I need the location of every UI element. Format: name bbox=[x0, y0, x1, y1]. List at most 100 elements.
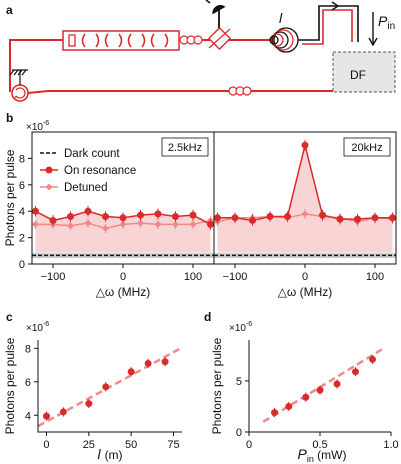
legend-dark-count: Dark count bbox=[64, 148, 120, 160]
y-tick-label: 5 bbox=[236, 376, 242, 388]
on-resonance-point bbox=[389, 214, 396, 222]
panel-label-b: b bbox=[6, 111, 13, 125]
schematic: a bbox=[6, 0, 396, 102]
on-resonance-point bbox=[84, 207, 92, 215]
axes bbox=[37, 340, 182, 433]
on-resonance-point bbox=[172, 212, 179, 220]
resonator-cavities bbox=[81, 33, 169, 48]
on-resonance-point bbox=[32, 207, 39, 215]
x-tick-label: 75 bbox=[167, 439, 179, 451]
y-axis-label: Photons per pulse bbox=[3, 149, 17, 246]
panel-label-d: d bbox=[204, 310, 211, 324]
x-tick-label: 25 bbox=[83, 439, 95, 451]
x-tick-label: 0 bbox=[302, 271, 308, 283]
x-axis-unit: (mW) bbox=[314, 448, 347, 462]
x-tick-label: −100 bbox=[41, 271, 66, 283]
fit-line bbox=[37, 346, 183, 428]
x-tick-label: 1.0 bbox=[383, 439, 398, 451]
detuned-point bbox=[119, 220, 127, 228]
detuned-point bbox=[154, 220, 162, 228]
y-tick-label: 4 bbox=[19, 206, 25, 218]
panel-label-c: c bbox=[6, 310, 13, 324]
y-tick-label: 4 bbox=[25, 410, 31, 422]
on-resonance-point bbox=[284, 212, 291, 220]
data-point bbox=[85, 400, 93, 408]
legend: Dark count On resonance Detuned bbox=[40, 148, 136, 194]
on-resonance-point bbox=[207, 220, 214, 228]
data-point bbox=[161, 358, 169, 366]
on-resonance-point bbox=[301, 141, 309, 149]
fit-line bbox=[262, 347, 385, 423]
data-point bbox=[102, 383, 110, 391]
detuned-point bbox=[84, 219, 92, 227]
arrow-icon bbox=[331, 1, 339, 11]
data-point bbox=[144, 359, 152, 367]
x-tick-label: 0.5 bbox=[312, 439, 327, 451]
on-resonance-point bbox=[266, 212, 274, 220]
data-point bbox=[127, 368, 135, 376]
x-tick-label: −100 bbox=[223, 271, 248, 283]
on-resonance-point bbox=[336, 215, 344, 223]
legend-on-resonance: On resonance bbox=[64, 165, 136, 177]
x-tick-label: 100 bbox=[184, 271, 202, 283]
x-axis-subscript: in bbox=[307, 454, 314, 464]
chart-d: 0 0.5 1.0 0 5 Photons per pulse Pin (mW) bbox=[210, 337, 399, 464]
on-resonance-point bbox=[354, 215, 361, 223]
data-point bbox=[352, 368, 359, 376]
legend-on-resonance-marker bbox=[45, 166, 53, 174]
data-point bbox=[302, 393, 310, 401]
detuned-point bbox=[102, 224, 109, 232]
x-axis-label: Pin (mW) bbox=[297, 446, 346, 464]
d-multiplier: ×10-6 bbox=[229, 321, 252, 334]
df-box bbox=[332, 51, 396, 93]
circulator-icon bbox=[11, 84, 29, 102]
x-axis-label: △ω (MHz) bbox=[96, 285, 151, 299]
y-tick-label: 2 bbox=[19, 233, 25, 245]
legend-detuned: Detuned bbox=[64, 182, 107, 194]
ground-icon bbox=[9, 69, 28, 85]
on-resonance-point bbox=[137, 211, 144, 219]
y-axis-label: Photons per pulse bbox=[210, 337, 224, 434]
on-resonance-point bbox=[231, 214, 239, 222]
chart-b-right: −100 0 100 20kHz △ω (MHz) bbox=[213, 131, 397, 299]
on-resonance-point bbox=[189, 211, 197, 219]
detuned-point bbox=[189, 220, 197, 228]
y-tick-label: 0 bbox=[236, 427, 242, 439]
x-axis-symbol: P bbox=[297, 446, 307, 462]
legend-detuned-marker bbox=[45, 183, 53, 191]
on-resonance-point bbox=[154, 210, 162, 218]
on-resonance-point bbox=[371, 214, 379, 222]
spiral-icon bbox=[269, 27, 299, 53]
y-axis-label: Photons per pulse bbox=[3, 337, 17, 434]
detuned-point bbox=[137, 219, 144, 227]
pin-label: Pin bbox=[378, 13, 395, 32]
data-point bbox=[59, 408, 67, 416]
on-resonance-point bbox=[214, 214, 221, 222]
on-resonance-fill bbox=[35, 211, 211, 253]
data-point bbox=[42, 412, 50, 420]
data-point bbox=[316, 386, 324, 394]
title-box bbox=[161, 137, 209, 157]
df-label: DF bbox=[350, 68, 366, 82]
on-resonance-fill bbox=[217, 145, 393, 253]
y-tick-label: 8 bbox=[19, 153, 25, 165]
on-resonance-point bbox=[49, 216, 57, 224]
resonator-element bbox=[68, 34, 76, 47]
y-tick-label: 8 bbox=[25, 343, 31, 355]
x-tick-label: 0 bbox=[246, 439, 252, 451]
y-tick-label: 6 bbox=[19, 180, 25, 192]
chart-title: 2.5kHz bbox=[168, 142, 202, 154]
on-resonance-point bbox=[249, 216, 256, 224]
x-axis-symbol: l bbox=[97, 446, 101, 462]
data-point bbox=[271, 409, 279, 417]
x-axis-label: △ω (MHz) bbox=[278, 285, 333, 299]
panel-label-a: a bbox=[6, 3, 13, 17]
detuned-point bbox=[32, 220, 39, 228]
on-resonance-point bbox=[102, 212, 109, 220]
y-tick-label: 6 bbox=[25, 377, 31, 389]
fiber-length-label: l bbox=[279, 10, 283, 26]
fiber-coil-icon bbox=[179, 35, 203, 45]
data-point bbox=[285, 402, 293, 410]
x-tick-label: 50 bbox=[125, 439, 137, 451]
